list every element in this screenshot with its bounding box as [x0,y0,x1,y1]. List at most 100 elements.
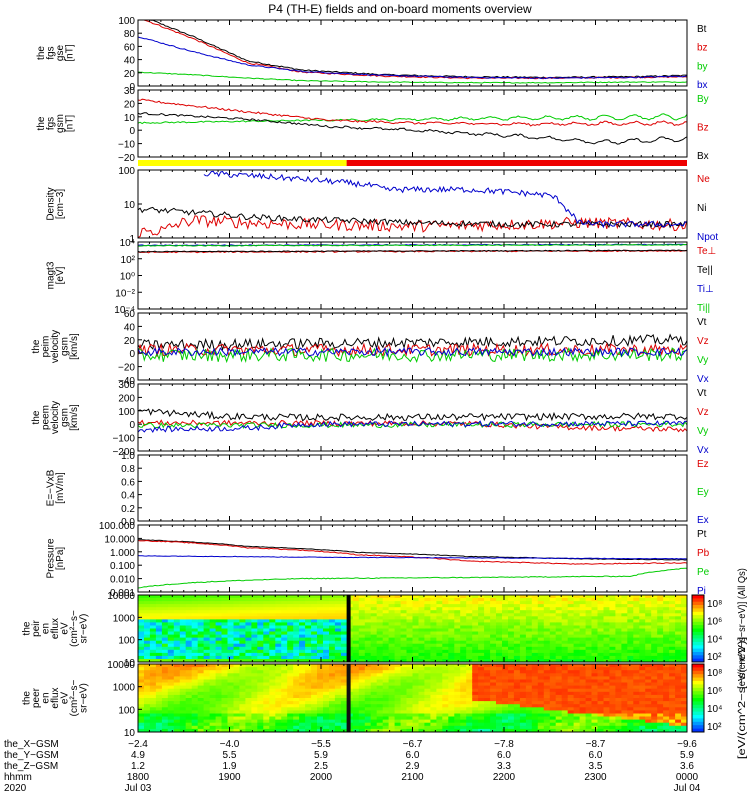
heatmap-cell [568,695,575,699]
heatmap-cell [407,616,414,620]
heatmap-cell [198,673,205,677]
heatmap-cell [484,698,491,702]
heatmap-cell [592,689,599,693]
heatmap-cell [633,683,640,687]
heatmap-cell [275,673,282,677]
heatmap-cell [192,673,199,677]
heatmap-cell [639,653,646,657]
heatmap-cell [526,641,533,645]
heatmap-cell [472,598,479,602]
heatmap-cell [580,641,587,645]
panel-p5: VtVzVyVx6040200−20−40thepeimvelocitygsm[… [31,309,709,387]
heatmap-cell [556,607,563,611]
heatmap-cell [448,638,455,642]
heatmap-cell [162,695,169,699]
heatmap-cell [419,676,426,680]
heatmap-cell [359,701,366,705]
heatmap-cell [424,619,431,623]
heatmap-cell [401,644,408,648]
heatmap-cell [275,644,282,648]
heatmap-cell [436,726,443,730]
heatmap-cell [407,707,414,711]
heatmap-cell [216,698,223,702]
heatmap-cell [526,635,533,639]
heatmap-cell [621,707,628,711]
heatmap-cell [389,701,396,705]
heatmap-cell [198,632,205,636]
heatmap-cell [395,610,402,614]
heatmap-cell [478,610,485,614]
heatmap-cell [448,629,455,633]
heatmap-cell [604,686,611,690]
heatmap-cell [186,664,193,668]
heatmap-cell [192,667,199,671]
heatmap-cell [371,683,378,687]
heatmap-cell [263,720,270,724]
heatmap-cell [651,635,658,639]
heatmap-cell [305,632,312,636]
heatmap-cell [228,656,235,660]
heatmap-cell [633,629,640,633]
heatmap-cell [514,626,521,630]
heatmap-cell [472,604,479,608]
heatmap-cell [580,689,587,693]
heatmap-cell [604,641,611,645]
heatmap-cell [556,695,563,699]
heatmap-cell [520,601,527,605]
heatmap-cell [371,601,378,605]
heatmap-cell [466,632,473,636]
heatmap-cell [329,720,336,724]
heatmap-cell [353,647,360,651]
heatmap-cell [311,610,318,614]
heatmap-cell [323,710,330,714]
heatmap-cell [621,717,628,721]
heatmap-cell [550,632,557,636]
heatmap-cell [323,726,330,730]
y-tick-label: 10 [124,113,136,124]
heatmap-cell [472,704,479,708]
heatmap-cell [365,656,372,660]
heatmap-cell [269,676,276,680]
heatmap-cell [174,670,181,674]
heatmap-cell [317,664,324,668]
heatmap-cell [389,610,396,614]
heatmap-cell [580,664,587,668]
heatmap-cell [198,626,205,630]
heatmap-cell [156,638,163,642]
heatmap-cell [251,619,258,623]
heatmap-cell [419,683,426,687]
heatmap-cell [263,604,270,608]
heatmap-cell [651,595,658,599]
heatmap-cell [144,689,151,693]
heatmap-cell [490,664,497,668]
heatmap-cell [598,653,605,657]
heatmap-cell [198,613,205,617]
heatmap-cell [550,613,557,617]
heatmap-cell [263,683,270,687]
heatmap-cell [651,664,658,668]
heatmap-cell [317,683,324,687]
heatmap-cell [633,604,640,608]
heatmap-cell [580,692,587,696]
heatmap-cell [287,653,294,657]
heatmap-cell [472,689,479,693]
heatmap-cell [359,610,366,614]
heatmap-cell [419,692,426,696]
heatmap-cell [496,653,503,657]
heatmap-cell [299,619,306,623]
heatmap-cell [424,717,431,721]
heatmap-cell [460,650,467,654]
heatmap-cell [454,632,461,636]
heatmap-cell [645,653,652,657]
heatmap-cell [257,622,264,626]
heatmap-cell [293,641,300,645]
colorbar-segment [692,605,704,609]
heatmap-cell [383,632,390,636]
heatmap-cell [383,717,390,721]
heatmap-cell [186,656,193,660]
heatmap-cell [198,647,205,651]
heatmap-cell [657,601,664,605]
heatmap-cell [556,650,563,654]
heatmap-cell [586,676,593,680]
heatmap-cell [287,595,294,599]
